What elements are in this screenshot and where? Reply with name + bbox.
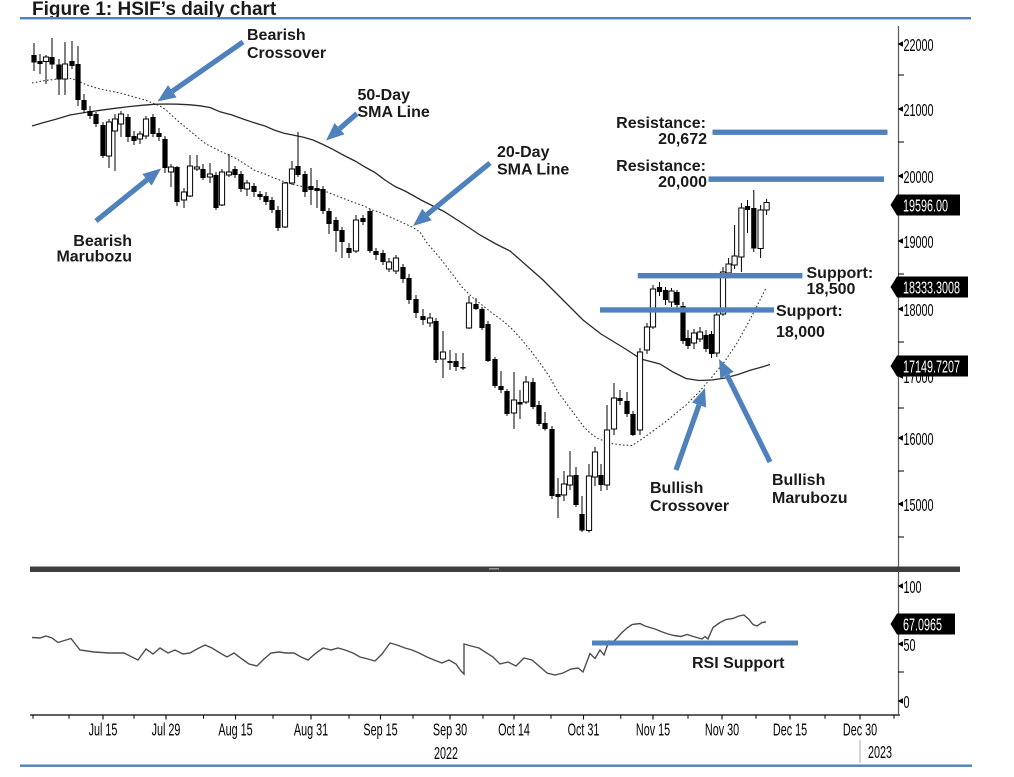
svg-text:Jul 29: Jul 29 [152, 721, 181, 740]
svg-text:19596.00: 19596.00 [903, 197, 948, 216]
svg-text:15000: 15000 [904, 496, 934, 515]
svg-text:18,000: 18,000 [776, 324, 825, 341]
svg-text:2023: 2023 [868, 743, 892, 762]
svg-text:Oct 31: Oct 31 [568, 721, 600, 740]
svg-text:0: 0 [904, 693, 910, 712]
svg-text:Dec 15: Dec 15 [773, 721, 807, 740]
svg-text:Support:: Support: [807, 265, 874, 282]
svg-text:Dec 30: Dec 30 [843, 721, 877, 740]
svg-text:67.0965: 67.0965 [903, 616, 942, 635]
svg-text:Bullish: Bullish [650, 480, 703, 497]
svg-text:Crossover: Crossover [247, 45, 326, 62]
svg-text:20,672: 20,672 [658, 131, 707, 148]
svg-text:20,000: 20,000 [658, 174, 707, 191]
svg-text:Oct 14: Oct 14 [498, 721, 530, 740]
svg-text:18,500: 18,500 [807, 281, 856, 298]
svg-text:SMA Line: SMA Line [358, 104, 430, 121]
svg-text:17149.7207: 17149.7207 [903, 358, 960, 377]
svg-text:Resistance:: Resistance: [616, 158, 706, 175]
svg-text:RSI Support: RSI Support [692, 655, 785, 672]
svg-text:20-Day: 20-Day [497, 144, 550, 161]
svg-text:Nov 15: Nov 15 [636, 721, 670, 740]
svg-text:Sep 30: Sep 30 [433, 721, 467, 740]
svg-text:18333.3008: 18333.3008 [903, 279, 960, 298]
svg-text:22000: 22000 [904, 36, 934, 55]
svg-text:Jul 15: Jul 15 [89, 721, 118, 740]
svg-text:Resistance:: Resistance: [616, 115, 706, 132]
svg-text:Nov 30: Nov 30 [705, 721, 739, 740]
svg-text:Marubozu: Marubozu [56, 249, 132, 266]
svg-text:Bearish: Bearish [247, 27, 306, 44]
svg-text:Bearish: Bearish [73, 233, 132, 250]
svg-text:Aug 15: Aug 15 [218, 721, 252, 740]
svg-text:Aug 31: Aug 31 [294, 721, 328, 740]
svg-text:50-Day: 50-Day [358, 87, 411, 104]
svg-text:Crossover: Crossover [650, 498, 729, 515]
svg-text:Bullish: Bullish [772, 472, 825, 489]
svg-text:20000: 20000 [904, 168, 934, 187]
svg-text:19000: 19000 [904, 233, 934, 252]
svg-text:100: 100 [904, 578, 922, 597]
svg-text:Marubozu: Marubozu [772, 490, 848, 507]
svg-text:50: 50 [904, 636, 916, 655]
svg-text:2022: 2022 [434, 744, 458, 763]
svg-text:Support:: Support: [776, 303, 843, 320]
svg-text:Sep 15: Sep 15 [363, 721, 397, 740]
svg-text:Figure 1: HSIF’s daily chart: Figure 1: HSIF’s daily chart [32, 0, 277, 20]
svg-text:16000: 16000 [904, 430, 934, 449]
svg-text:SMA Line: SMA Line [497, 162, 569, 179]
svg-text:18000: 18000 [904, 301, 934, 320]
svg-text:21000: 21000 [904, 101, 934, 120]
